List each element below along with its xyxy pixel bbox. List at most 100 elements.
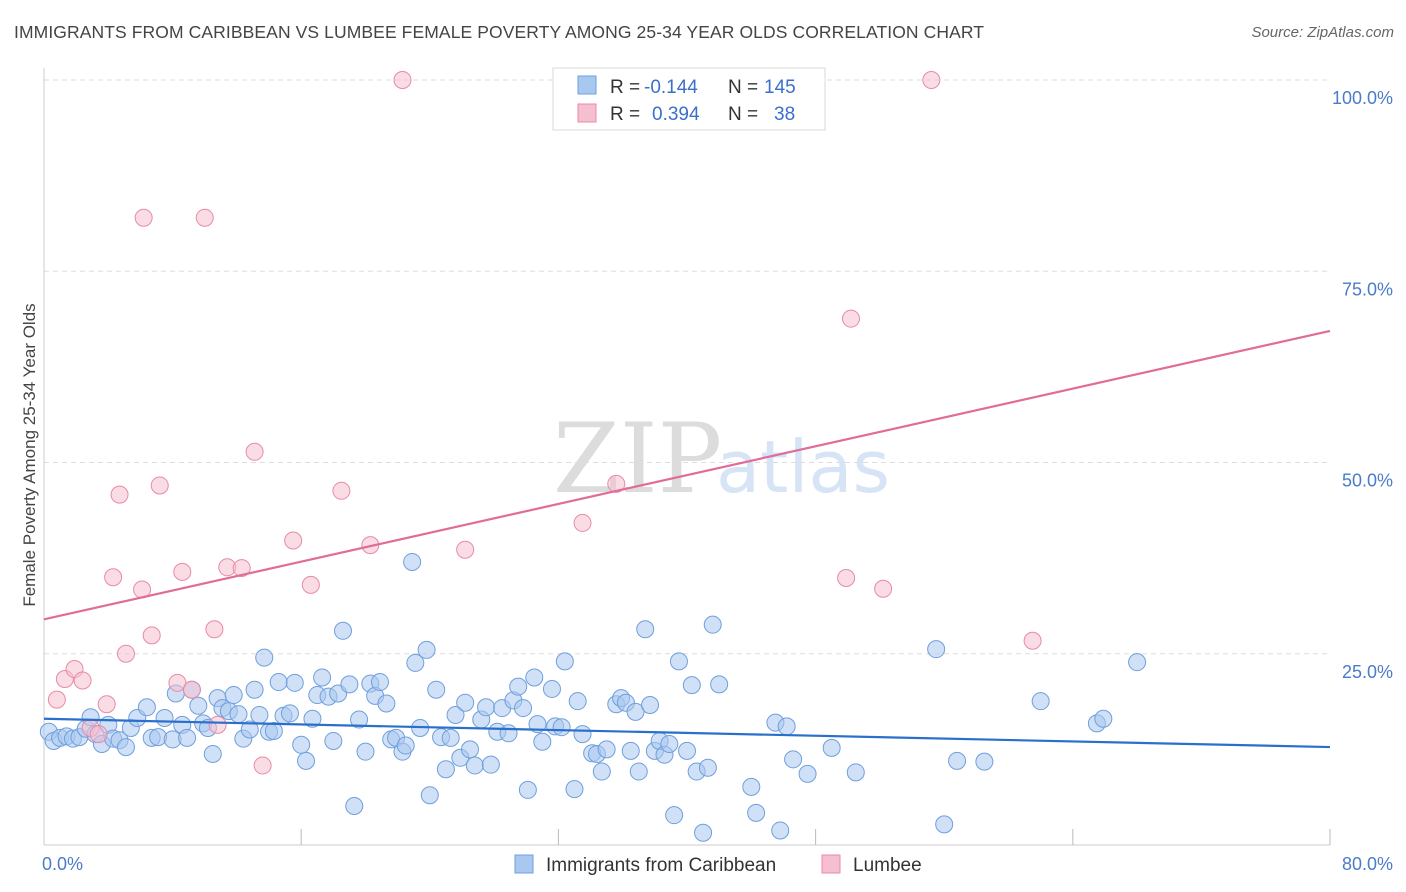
bottom-legend-swatch-pink [821, 854, 841, 874]
caribbean-point-85 [499, 724, 518, 743]
x-tick-label-min: 0.0% [42, 854, 83, 874]
lumbee-point-14 [168, 673, 187, 692]
caribbean-point-132 [822, 738, 841, 757]
lumbee-point-16 [182, 680, 201, 699]
bottom-legend: Immigrants from Caribbean Lumbee [514, 854, 922, 876]
caribbean-point-79 [465, 756, 484, 775]
legend-r-value-pink: 0.394 [652, 104, 700, 125]
caribbean-point-96 [555, 652, 574, 671]
lumbee-point-23 [253, 756, 272, 775]
caribbean-point-28 [203, 744, 222, 763]
lumbee-point-12 [142, 626, 161, 645]
caribbean-point-103 [597, 740, 616, 759]
caribbean-point-56 [350, 710, 369, 729]
bottom-legend-label-blue: Immigrants from Caribbean [546, 855, 776, 876]
lumbee-trend-line [43, 329, 1331, 621]
caribbean-point-78 [460, 740, 479, 759]
caribbean-point-91 [528, 715, 547, 734]
caribbean-point-55 [345, 796, 364, 815]
caribbean-point-136 [948, 751, 967, 770]
caribbean-point-111 [641, 696, 660, 715]
caribbean-point-37 [250, 705, 269, 724]
caribbean-point-54 [340, 675, 359, 694]
caribbean-point-90 [525, 668, 544, 687]
watermark-atlas: atlas [716, 425, 890, 509]
lumbee-point-19 [208, 715, 227, 734]
caribbean-point-36 [245, 680, 264, 699]
caribbean-point-108 [626, 702, 645, 721]
caribbean-point-77 [456, 693, 475, 712]
lumbee-point-35 [922, 71, 941, 89]
chart-source: Source: ZipAtlas.com [1251, 24, 1394, 41]
caribbean-point-140 [1094, 709, 1113, 728]
chart-title: IMMIGRANTS FROM CARIBBEAN VS LUMBEE FEMA… [14, 22, 985, 42]
x-tick-label-max: 80.0% [1342, 854, 1393, 874]
axes [43, 68, 1330, 846]
legend-swatch-pink [577, 103, 597, 123]
lumbee-point-22 [245, 442, 264, 461]
caribbean-point-130 [784, 750, 803, 769]
trend-lines [43, 329, 1331, 749]
lumbee-point-26 [332, 481, 351, 500]
lumbee-point-33 [841, 309, 860, 328]
caribbean-point-119 [682, 676, 701, 695]
caribbean-point-73 [436, 760, 455, 779]
caribbean-point-121 [694, 823, 713, 842]
lumbee-point-17 [195, 208, 214, 227]
caribbean-point-41 [269, 673, 288, 692]
caribbean-point-109 [629, 762, 648, 781]
caribbean-point-53 [333, 621, 352, 640]
series-lumbee-points [47, 71, 1042, 775]
caribbean-point-131 [798, 764, 817, 783]
caribbean-point-123 [703, 615, 722, 634]
caribbean-point-69 [417, 640, 436, 659]
caribbean-point-115 [660, 735, 679, 754]
lumbee-point-6 [97, 695, 116, 714]
lumbee-point-5 [89, 725, 108, 744]
caribbean-point-25 [189, 696, 208, 715]
caribbean-trend-line [43, 717, 1331, 749]
caribbean-point-51 [324, 731, 343, 750]
caribbean-point-23 [178, 728, 197, 747]
legend-n-value-blue: 145 [764, 77, 796, 98]
caribbean-point-46 [297, 751, 316, 770]
caribbean-point-32 [224, 686, 243, 705]
caribbean-point-19 [155, 709, 174, 728]
legend-n-label-blue: N = [728, 77, 758, 98]
caribbean-point-43 [280, 704, 299, 723]
caribbean-point-82 [481, 755, 500, 774]
caribbean-point-45 [292, 735, 311, 754]
caribbean-point-57 [356, 742, 375, 761]
caribbean-point-47 [303, 709, 322, 728]
legend-r-label-pink: R = [610, 104, 640, 125]
caribbean-point-134 [927, 640, 946, 659]
bottom-legend-label-pink: Lumbee [853, 855, 922, 876]
lumbee-point-28 [393, 71, 412, 89]
legend: R = -0.144 N = 145 R = 0.394 N = 38 [552, 67, 826, 131]
lumbee-point-3 [73, 671, 92, 690]
caribbean-point-124 [710, 675, 729, 694]
caribbean-point-33 [229, 705, 248, 724]
caribbean-point-92 [533, 732, 552, 751]
lumbee-point-8 [110, 485, 129, 504]
caribbean-point-129 [777, 717, 796, 736]
legend-n-value-pink: 38 [774, 104, 795, 125]
caribbean-point-99 [573, 725, 592, 744]
legend-n-label-pink: N = [728, 104, 758, 125]
caribbean-point-49 [313, 668, 332, 687]
caribbean-point-61 [377, 694, 396, 713]
legend-r-value-blue: -0.144 [644, 77, 698, 98]
caribbean-point-74 [441, 728, 460, 747]
caribbean-point-107 [621, 741, 640, 760]
y-tick-label-50: 50.0% [1342, 471, 1393, 491]
legend-r-label-blue: R = [610, 77, 640, 98]
caribbean-point-117 [669, 652, 688, 671]
caribbean-point-97 [565, 780, 584, 799]
lumbee-point-11 [134, 208, 153, 227]
lumbee-point-7 [104, 568, 123, 587]
y-tick-label-25: 25.0% [1342, 662, 1393, 682]
caribbean-point-16 [137, 698, 156, 717]
caribbean-point-95 [552, 718, 571, 737]
x-ticks [300, 829, 1331, 845]
